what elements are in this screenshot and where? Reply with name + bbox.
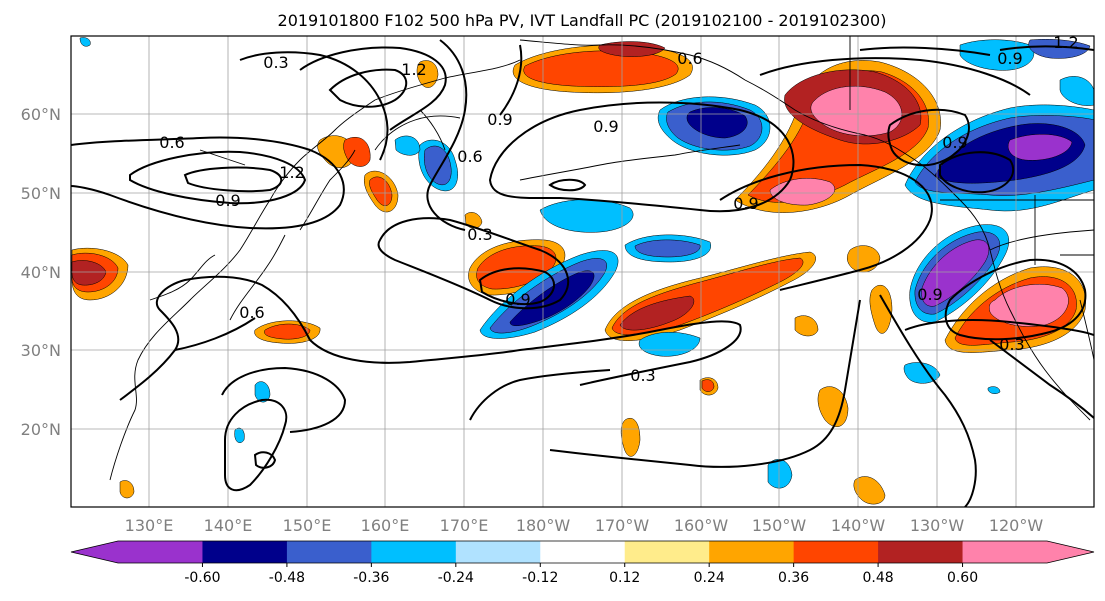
contour-label: 0.6 xyxy=(239,303,264,322)
lon-label: 130°W xyxy=(910,516,965,535)
contour-label: 0.6 xyxy=(457,147,482,166)
lat-label: 30°N xyxy=(21,341,61,360)
colorbar-swatch xyxy=(286,541,372,563)
ivt-contours xyxy=(71,39,1094,507)
colorbar-tick-label: 0.12 xyxy=(609,570,640,586)
negative-anomaly-160w xyxy=(539,199,634,233)
contour-label: 0.9 xyxy=(997,49,1022,68)
lon-label: 150°E xyxy=(283,516,332,535)
contour-label: 0.3 xyxy=(263,53,288,72)
colorbar-swatch xyxy=(878,541,964,563)
contour-label: 0.3 xyxy=(467,225,492,244)
colorbar-extend-max xyxy=(1047,541,1094,563)
colorbar-tick-label: -0.36 xyxy=(353,570,389,586)
lon-label: 180°W xyxy=(516,516,571,535)
contour-label: 0.6 xyxy=(677,49,702,68)
lon-label: 170°W xyxy=(595,516,650,535)
lat-label: 20°N xyxy=(21,420,61,439)
contour-label: 0.6 xyxy=(159,133,184,152)
colorbar-swatch xyxy=(962,541,1048,563)
lon-label: 120°W xyxy=(989,516,1044,535)
lat-label: 40°N xyxy=(21,263,61,282)
colorbar-extend-min xyxy=(71,541,118,563)
longitude-labels: 130°E 140°E 150°E 160°E 170°E 180°W 170°… xyxy=(125,516,1044,535)
colorbar-tick-label: -0.48 xyxy=(269,570,305,586)
colorbar-swatch xyxy=(624,541,710,563)
colorbar-tick-label: 0.24 xyxy=(694,570,725,586)
colorbar-tick-label: -0.12 xyxy=(522,570,558,586)
contour-label: 0.9 xyxy=(215,191,240,210)
colorbar-tick-label: -0.60 xyxy=(184,570,220,586)
contour-label: 0.9 xyxy=(505,290,530,309)
lon-label: 140°W xyxy=(831,516,886,535)
contour-labels: 0.3 1.2 0.6 0.9 0.6 1.2 0.9 0.9 0.9 0.6 … xyxy=(159,33,1078,385)
colorbar-swatch xyxy=(118,541,203,563)
lon-label: 140°E xyxy=(204,516,253,535)
lon-label: 170°E xyxy=(440,516,489,535)
colorbar-swatch xyxy=(371,541,457,563)
colorbar-swatch xyxy=(540,541,626,563)
pv-anomaly-fill xyxy=(71,37,1094,505)
colorbar-swatch xyxy=(202,541,288,563)
lon-label: 160°E xyxy=(361,516,410,535)
lat-label: 60°N xyxy=(21,105,61,124)
colorbar-tick-label: -0.24 xyxy=(438,570,474,586)
colorbar-tick-label: 0.48 xyxy=(863,570,894,586)
contour-label: 0.9 xyxy=(942,133,967,152)
contour-label: 1.2 xyxy=(279,163,304,182)
contour-label: 0.9 xyxy=(733,194,758,213)
contour-label: 0.9 xyxy=(593,117,618,136)
colorbar-swatch xyxy=(709,541,795,563)
contour-label: 0.9 xyxy=(917,285,942,304)
contour-label: 0.3 xyxy=(630,366,655,385)
colorbar: -0.60 -0.48 -0.36 -0.24 -0.12 0.12 0.24 0.36 0.4… xyxy=(70,540,1095,586)
colorbar-outline xyxy=(70,540,1095,564)
contour-label: 1.2 xyxy=(401,60,426,79)
lon-label: 160°W xyxy=(674,516,729,535)
colorbar-swatch xyxy=(455,541,541,563)
map-panel: 0.3 1.2 0.6 0.9 0.6 1.2 0.9 0.9 0.9 0.6 … xyxy=(71,33,1094,507)
colorbar-swatch xyxy=(793,541,879,563)
map-frame xyxy=(70,35,1095,508)
colorbar-tick-label: 0.36 xyxy=(778,570,809,586)
lon-label: 150°W xyxy=(752,516,807,535)
latitude-labels: 60°N 50°N 40°N 30°N 20°N xyxy=(21,105,61,439)
contour-label: 1.2 xyxy=(1053,33,1078,52)
lon-label: 130°E xyxy=(125,516,174,535)
colorbar-tick-label: 0.60 xyxy=(947,570,978,586)
contour-label: 0.3 xyxy=(999,335,1024,354)
lat-label: 50°N xyxy=(21,184,61,203)
contour-label: 0.9 xyxy=(487,110,512,129)
map-title: 2019101800 F102 500 hPa PV, IVT Landfall… xyxy=(278,11,887,30)
